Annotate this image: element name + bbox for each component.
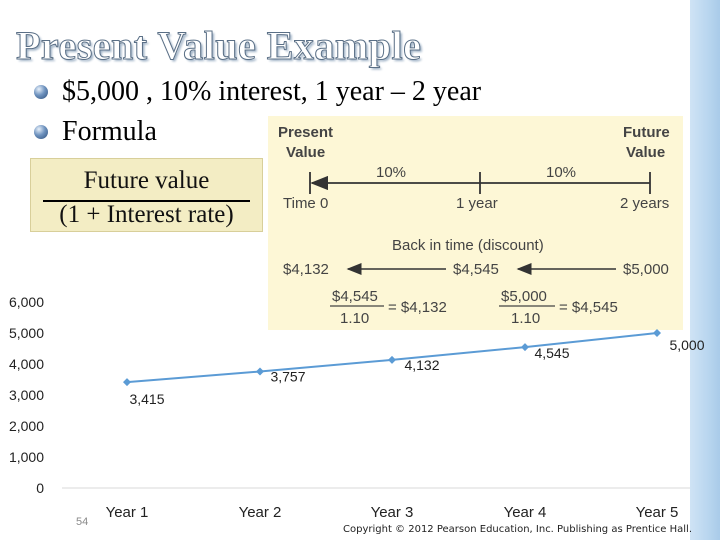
slide-number: 54 — [76, 516, 89, 528]
data-label: 3,415 — [129, 391, 164, 407]
data-point — [256, 367, 264, 376]
calc-result: = $4,545 — [559, 299, 618, 316]
time-label: 2 years — [620, 195, 669, 212]
future-label: Future — [623, 124, 670, 141]
slide-title: Present Value Example — [15, 23, 422, 69]
value-label: $4,132 — [283, 261, 329, 278]
present-label: Value — [286, 144, 325, 161]
y-tick-label: 4,000 — [9, 356, 44, 372]
data-point — [123, 378, 131, 387]
y-tick-label: 3,000 — [9, 387, 44, 403]
fraction-bar — [43, 200, 250, 202]
rate-label: 10% — [376, 164, 406, 181]
decorative-side-band — [690, 0, 720, 540]
time-label: Time 0 — [283, 195, 328, 212]
x-tick-label: Year 4 — [504, 504, 547, 521]
y-tick-label: 6,000 — [9, 294, 44, 310]
y-tick-label: 0 — [36, 480, 44, 496]
formula-box: Future value (1 + Interest rate) — [30, 158, 263, 232]
present-value-line-chart: 0 1,000 2,000 3,000 4,000 5,000 6,000 Year 1 Ye… — [9, 294, 705, 521]
data-label: 4,132 — [404, 357, 439, 373]
value-label: $5,000 — [623, 261, 669, 278]
data-label: 3,757 — [270, 369, 305, 385]
calc-result: = $4,132 — [388, 299, 447, 316]
bullet-text: Formula — [62, 116, 157, 147]
value-label: $4,545 — [453, 261, 499, 278]
x-tick-label: Year 1 — [106, 504, 149, 521]
bullet-dot-icon — [34, 85, 48, 99]
data-point — [653, 329, 661, 337]
formula-numerator: Future value — [83, 167, 210, 194]
bullet-item: $5,000 , 10% interest, 1 year – 2 year — [34, 76, 481, 108]
data-point — [388, 355, 396, 364]
bullet-dot-icon — [34, 125, 48, 139]
data-label: 5,000 — [669, 337, 704, 353]
bullet-item: Formula — [34, 116, 157, 148]
calc-denominator: 1.10 — [340, 310, 369, 327]
x-tick-label: Year 3 — [371, 504, 414, 521]
future-label: Value — [626, 144, 665, 161]
data-point — [521, 343, 529, 352]
timeline-diagram: Present Value Future Value 10% 10% Time … — [268, 116, 683, 330]
x-tick-label: Year 5 — [636, 504, 679, 521]
formula-denominator: (1 + Interest rate) — [59, 201, 234, 228]
x-tick-label: Year 2 — [239, 504, 282, 521]
y-tick-label: 2,000 — [9, 418, 44, 434]
calc-numerator: $4,545 — [332, 288, 378, 305]
present-label: Present — [278, 124, 333, 141]
y-tick-label: 1,000 — [9, 449, 44, 465]
y-tick-label: 5,000 — [9, 325, 44, 341]
rate-label: 10% — [546, 164, 576, 181]
bullet-text: $5,000 , 10% interest, 1 year – 2 year — [62, 76, 482, 107]
timeline-svg: Present Value Future Value 10% 10% Time … — [278, 124, 670, 327]
discount-caption: Back in time (discount) — [392, 237, 544, 254]
calc-numerator: $5,000 — [501, 288, 547, 305]
copyright-notice: Copyright © 2012 Pearson Education, Inc.… — [343, 524, 692, 535]
time-label: 1 year — [456, 195, 498, 212]
calc-denominator: 1.10 — [511, 310, 540, 327]
data-label: 4,545 — [534, 345, 569, 361]
